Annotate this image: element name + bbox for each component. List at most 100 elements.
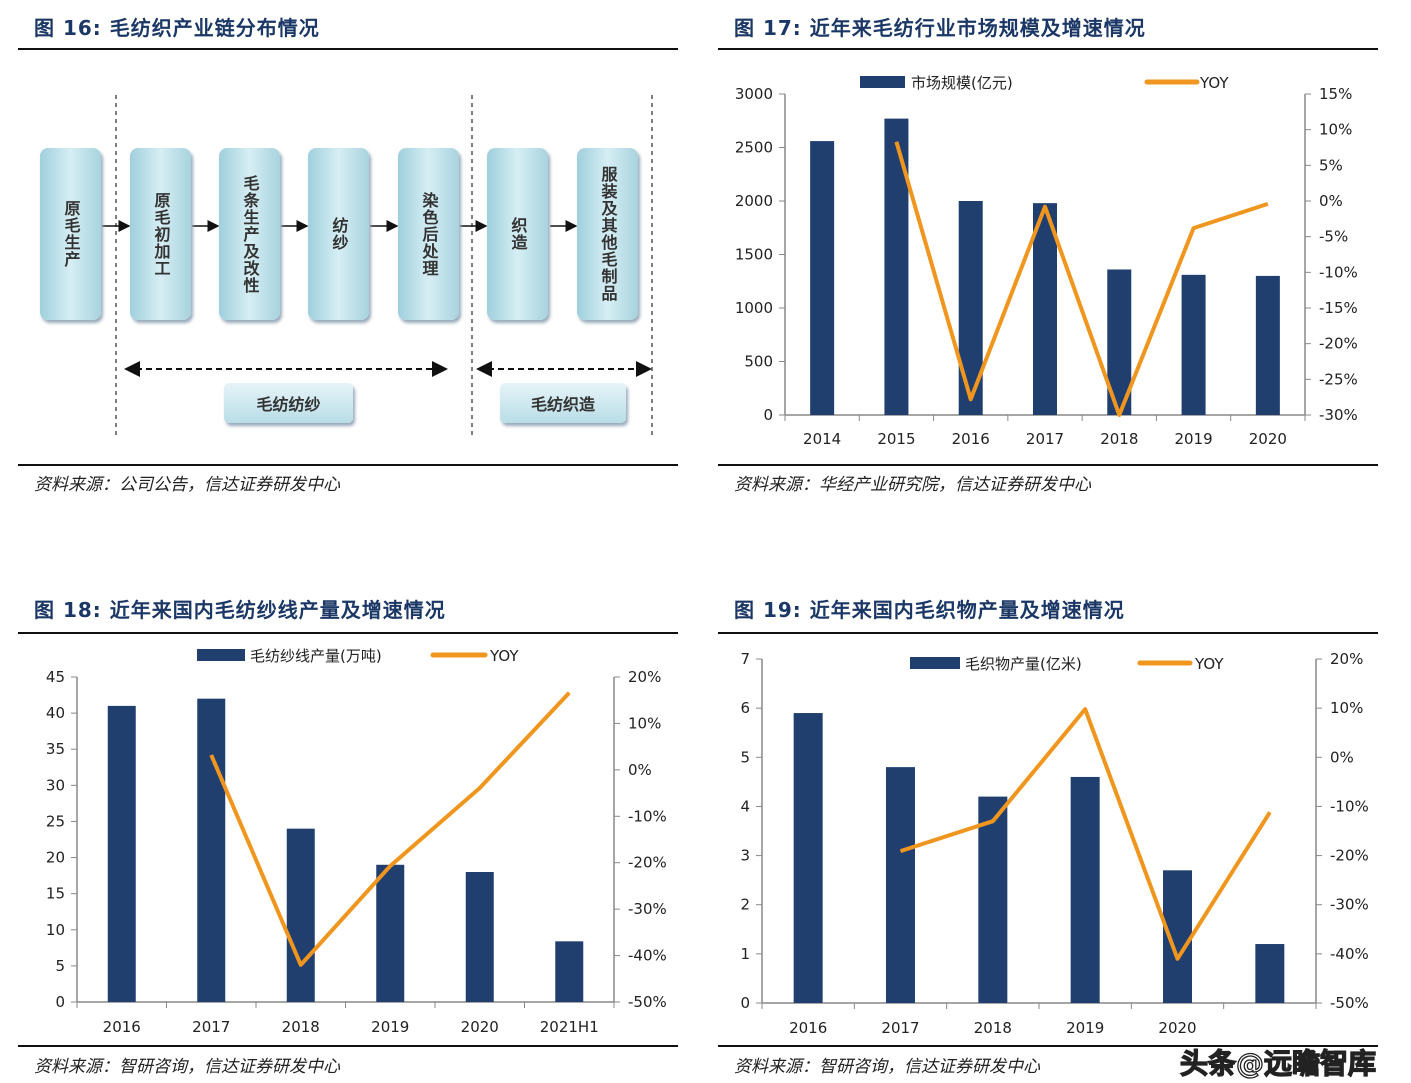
right-tick-label: 10% [628,714,661,732]
divider [18,632,678,634]
left-tick-label: 5 [55,957,65,975]
x-tick-label: 2018 [974,1019,1012,1037]
divider [718,48,1378,50]
left-tick-label: 20 [46,849,65,867]
bar [1255,275,1280,415]
right-tick-label: -20% [628,854,667,872]
bar [886,767,915,1003]
legend-bar-swatch [860,76,905,88]
left-tick-label: 3 [740,847,750,865]
divider [718,632,1378,634]
figure-19-source: 资料来源：智研咨询，信达证券研发中心 [734,1057,1040,1077]
bar [884,118,909,416]
right-tick-label: -40% [1330,945,1369,963]
figure-16-title: 图 16: 毛纺织产业链分布情况 [34,16,320,40]
right-tick-label: -5% [1319,228,1348,246]
x-tick-label: 2020 [461,1018,499,1036]
left-tick-label: 6 [740,699,750,717]
left-tick-label: 30 [46,776,65,794]
left-tick-label: 3000 [735,85,773,103]
bar [465,872,494,1002]
figure-18-source: 资料来源：智研咨询，信达证券研发中心 [34,1057,340,1077]
legend-line-label: YOY [489,647,519,665]
left-tick-label: 40 [46,704,65,722]
left-tick-label: 1000 [735,299,773,317]
right-tick-label: -20% [1319,335,1358,353]
figure-18-title: 图 18: 近年来国内毛纺纱线产量及增速情况 [34,598,446,622]
right-tick-label: -10% [1319,263,1358,281]
left-tick-label: 1500 [735,246,773,264]
right-tick-label: 0% [628,761,652,779]
legend-bar-swatch [197,649,245,661]
right-tick-label: -20% [1330,847,1369,865]
bar [793,713,823,1003]
chart-17: 0 500 1000 1500 2000 2500 3000 -30% -25% -20% -15%… [735,74,1358,448]
right-tick-label: -30% [1330,896,1369,914]
chain-step-box: 原毛初加工 [130,148,191,320]
right-tick-label: -30% [628,900,667,918]
figure-19-title: 图 19: 近年来国内毛织物产量及增速情况 [734,598,1125,622]
right-tick-label: -50% [1330,994,1369,1012]
divider [718,1045,1378,1047]
chain-step-label: 毛条生产及改性 [240,174,260,294]
chain-step-label: 原毛初加工 [151,191,171,277]
x-tick-label: 2017 [192,1018,230,1036]
right-tick-label: 15% [1319,85,1352,103]
legend-line-label: YOY [1194,655,1224,673]
left-tick-label: 35 [46,740,65,758]
left-tick-label: 45 [46,668,65,686]
chart-19: 0 1 2 3 4 5 6 7 -50% -40% -30% -20% -10% 0% 10% 20% 2016… [740,650,1368,1037]
left-tick-label: 15 [46,885,65,903]
chain-step-box: 服装及其他毛制品 [577,148,638,320]
chain-step-box: 织造 [487,148,548,320]
right-tick-label: 0% [1319,192,1343,210]
chain-step-label: 染色后处理 [419,191,439,277]
right-tick-label: 10% [1330,699,1363,717]
x-tick-label: 2020 [1158,1019,1196,1037]
x-tick-label: 2018 [282,1018,320,1036]
bar [555,941,584,1002]
right-tick-label: -25% [1319,370,1358,388]
bar [1255,944,1285,1003]
right-tick-label: -40% [628,947,667,965]
right-tick-label: -10% [628,807,667,825]
left-tick-label: 0 [740,994,750,1012]
x-tick-label: 2019 [1174,430,1212,448]
bar [1181,274,1206,415]
left-tick-label: 25 [46,812,65,830]
chain-step-box: 原毛生产 [40,148,101,320]
figure-16-source: 资料来源：公司公告，信达证券研发中心 [34,475,340,495]
left-tick-label: 10 [46,921,65,939]
group-label-weaving: 毛纺织造 [500,383,626,423]
divider [18,464,678,466]
figure-17-title: 图 17: 近年来毛纺行业市场规模及增速情况 [734,16,1146,40]
right-tick-label: 20% [1330,650,1363,668]
x-tick-label: 2019 [1066,1019,1104,1037]
watermark: 头条@远瞻智库 [1179,1047,1377,1080]
x-tick-label: 2014 [803,430,841,448]
x-tick-label: 2017 [1026,430,1064,448]
left-tick-label: 0 [55,993,65,1011]
bar [1070,776,1100,1003]
chain-step-label: 原毛生产 [61,200,81,268]
group-label-spinning: 毛纺纺纱 [224,383,353,423]
legend-bar-label: 市场规模(亿元) [911,74,1013,92]
bar [978,796,1008,1003]
figure-17-source: 资料来源：华经产业研究院，信达证券研发中心 [734,475,1091,495]
bar [810,141,835,415]
chain-step-box: 毛条生产及改性 [219,148,280,320]
x-tick-label: 2018 [1100,430,1138,448]
right-tick-label: 10% [1319,121,1352,139]
left-tick-label: 0 [763,406,773,424]
left-tick-label: 2000 [735,192,773,210]
bar [376,864,405,1002]
chart-18: 0 5 10 15 20 25 30 35 40 45 -50% -40% -30% -20% -10% 0%… [46,647,667,1036]
chain-step-box: 纺纱 [308,148,369,320]
right-tick-label: 5% [1319,156,1343,174]
left-tick-label: 1 [740,945,750,963]
left-tick-label: 5 [740,748,750,766]
left-tick-label: 2500 [735,139,773,157]
